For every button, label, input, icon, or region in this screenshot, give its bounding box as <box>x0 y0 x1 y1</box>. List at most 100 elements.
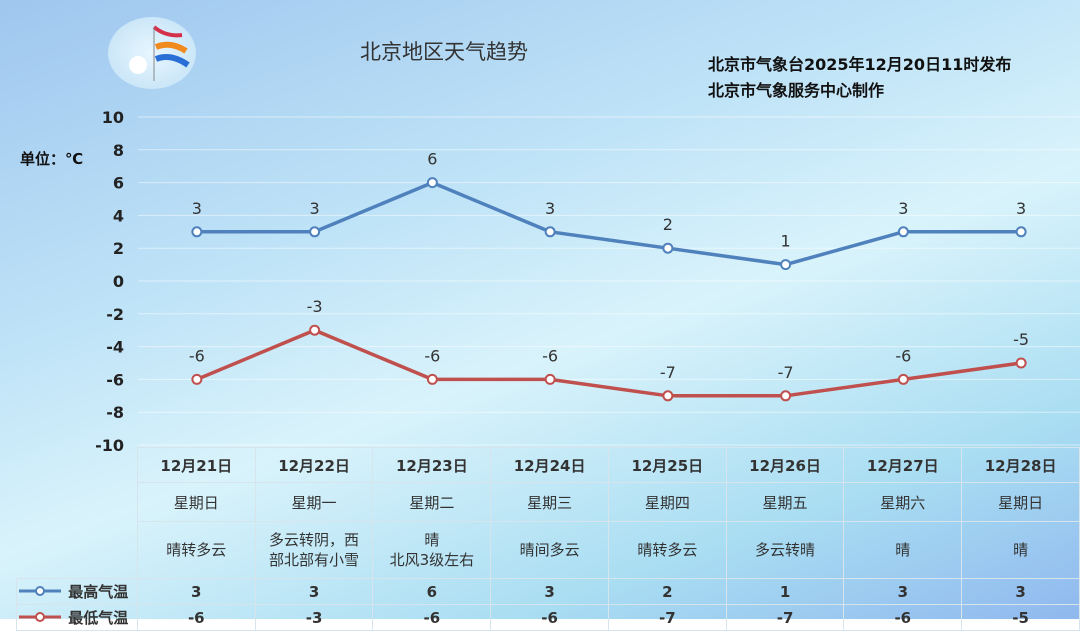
low-temp-cell: -6 <box>372 604 492 631</box>
weekday-cell: 星期三 <box>490 482 609 522</box>
y-tick-label: 4 <box>113 206 124 225</box>
data-point <box>426 177 438 189</box>
data-label: 3 <box>898 199 908 218</box>
weekday-cell: 星期日 <box>136 482 256 522</box>
y-tick-label: 6 <box>113 174 124 193</box>
high-temp-cell: 3 <box>136 578 256 605</box>
y-tick-label: -10 <box>95 436 124 455</box>
data-point <box>1015 226 1027 238</box>
empty-cell <box>17 448 138 579</box>
data-point <box>426 373 438 385</box>
data-label: 6 <box>427 150 437 169</box>
weather-text: 晴 <box>895 541 911 559</box>
weekday-cell: 星期二 <box>372 482 492 522</box>
high-temp-cell: 3 <box>254 578 374 605</box>
data-label: -6 <box>189 346 205 365</box>
data-label: -6 <box>424 346 440 365</box>
weather-text: 晴间多云 <box>519 541 580 559</box>
weekday-cell: 星期一 <box>254 482 374 522</box>
data-point <box>780 390 792 402</box>
weekday-cell: 星期五 <box>725 482 845 522</box>
weather-text: 晴 <box>424 531 440 549</box>
data-point <box>662 242 674 254</box>
low-temp-cell: -3 <box>254 604 374 631</box>
y-tick-label: 8 <box>113 141 124 160</box>
data-point <box>544 373 556 385</box>
y-tick-label: -6 <box>106 370 124 389</box>
weather-cell: 晴 <box>961 521 1080 579</box>
weather-text: 北风3级左右 <box>389 551 475 569</box>
high-temp-cell: 3 <box>961 578 1080 605</box>
data-label: 3 <box>1016 199 1026 218</box>
data-point <box>897 226 909 238</box>
y-tick-label: -8 <box>106 403 124 422</box>
weather-cell: 晴转多云 <box>607 521 727 579</box>
legend-low-marker-icon <box>19 612 61 622</box>
data-label: -5 <box>1013 330 1029 349</box>
chart-title: 北京地区天气趋势 <box>360 40 528 64</box>
high-temp-cell: 3 <box>490 578 609 605</box>
producer: 北京市气象服务中心制作 <box>708 81 885 100</box>
low-temp-cell: -6 <box>136 604 256 631</box>
low-temp-cell: -6 <box>843 604 963 631</box>
low-temp-cell: -6 <box>490 604 609 631</box>
weather-text: 晴转多云 <box>637 541 698 559</box>
data-point <box>309 324 321 336</box>
data-point <box>897 373 909 385</box>
date-cell: 12月22日 <box>254 447 374 483</box>
data-point <box>1015 357 1027 369</box>
high-temp-cell: 6 <box>372 578 492 605</box>
weather-cell: 晴转多云 <box>136 521 256 579</box>
weather-text: 多云转晴 <box>755 541 816 559</box>
weather-cell: 晴北风3级左右 <box>372 521 492 579</box>
weather-text: 部北部有小雪 <box>269 551 360 569</box>
unit-label: 单位：℃ <box>20 150 84 168</box>
date-cell: 12月27日 <box>843 447 963 483</box>
legend-low-label: 最低气温 <box>68 609 129 627</box>
weekday-cell: 星期日 <box>961 482 1080 522</box>
data-point <box>662 390 674 402</box>
data-point <box>544 226 556 238</box>
weather-cell: 晴间多云 <box>490 521 609 579</box>
weekday-cell: 星期六 <box>843 482 963 522</box>
data-label: 2 <box>663 215 673 234</box>
weather-cell: 多云转阴，西 部北部有小雪 <box>254 521 374 579</box>
series-line-low <box>196 328 1022 398</box>
data-label: -7 <box>778 363 794 382</box>
weather-text: 多云转阴，西 <box>269 531 360 549</box>
high-temp-cell: 1 <box>725 578 845 605</box>
date-cell: 12月28日 <box>961 447 1080 483</box>
data-point <box>191 373 203 385</box>
weather-text: 晴 <box>1013 541 1029 559</box>
weather-text: 晴转多云 <box>166 541 227 559</box>
weather-cell: 多云转晴 <box>725 521 845 579</box>
data-label: 3 <box>192 199 202 218</box>
meteorological-service-logo <box>108 17 196 89</box>
high-temp-cell: 2 <box>607 578 727 605</box>
data-label: 3 <box>310 199 320 218</box>
data-label: -6 <box>542 346 558 365</box>
weekday-cell: 星期四 <box>607 482 727 522</box>
y-tick-label: 0 <box>113 272 124 291</box>
date-cell: 12月23日 <box>372 447 492 483</box>
low-temp-cell: -5 <box>961 604 1080 631</box>
y-tick-label: 10 <box>102 108 124 127</box>
issue-time: 北京市气象台2025年12月20日11时发布 <box>708 55 1012 74</box>
legend-high-marker-icon <box>19 586 61 596</box>
y-tick-label: 2 <box>113 239 124 258</box>
legend-high-label: 最高气温 <box>68 583 129 601</box>
data-label: -3 <box>307 297 323 316</box>
date-cell: 12月21日 <box>136 447 256 483</box>
data-label: -6 <box>895 346 911 365</box>
series-line-high <box>196 180 1022 267</box>
weather-cell: 晴 <box>843 521 963 579</box>
data-label: 3 <box>545 199 555 218</box>
date-cell: 12月25日 <box>607 447 727 483</box>
date-cell: 12月26日 <box>725 447 845 483</box>
data-label: 1 <box>781 232 791 251</box>
data-point <box>780 259 792 271</box>
high-temp-cell: 3 <box>843 578 963 605</box>
legend-high: 最高气温 <box>16 578 138 605</box>
low-temp-cell: -7 <box>607 604 727 631</box>
